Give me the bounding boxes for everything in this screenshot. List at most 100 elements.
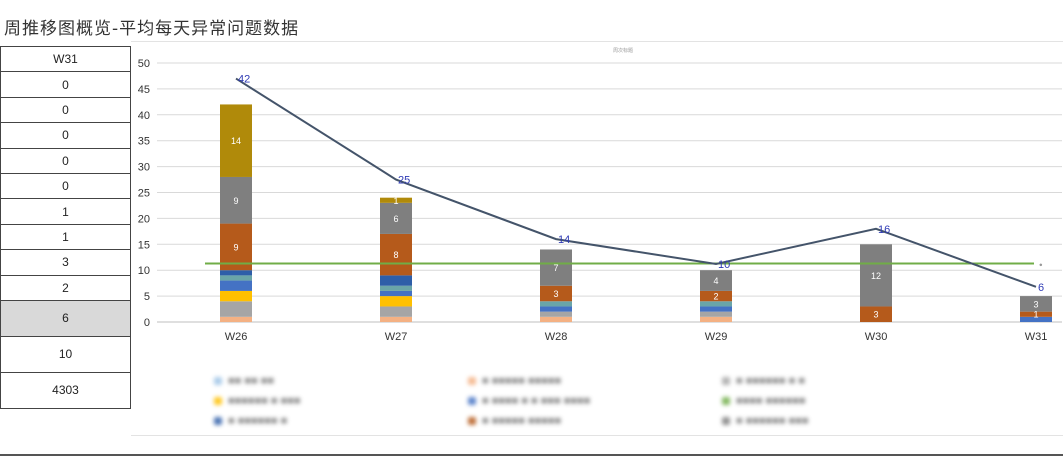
table-row: W31 (0, 45, 131, 73)
legend-item: ■■■■■■ ■ ■■■ (214, 394, 468, 409)
bottom-divider (0, 454, 1063, 456)
segment-label: 3 (553, 289, 558, 299)
y-tick-label: 20 (138, 213, 150, 225)
table-cell: 1 (0, 223, 131, 251)
table-cell: W31 (0, 45, 131, 73)
bar-segment (700, 301, 732, 307)
x-tick-label: W29 (705, 331, 728, 343)
legend-item: ■■■■ ■■■■■■ (722, 394, 974, 409)
segment-label: 3 (1033, 299, 1038, 309)
bar-segment (540, 306, 572, 312)
bar-segment (860, 306, 892, 322)
legend-swatch (214, 377, 222, 386)
table-row: 1 (0, 223, 131, 251)
bar-segment (540, 301, 572, 307)
bar-segment (540, 285, 572, 302)
bar-segment (220, 104, 252, 177)
bar-segment (220, 301, 252, 317)
y-tick-label: 45 (138, 84, 150, 96)
chart-title: 周次标题 (613, 48, 634, 54)
legend-swatch (214, 416, 222, 425)
legend-item: ■■ ■■ ■■ (214, 374, 468, 389)
bar-segment (700, 316, 732, 322)
segment-label: 1 (1033, 310, 1038, 320)
legend-item: ■ ■■■■■ ■■■■■ (468, 374, 722, 389)
legend-label: ■ ■■■■■■ ■ (228, 414, 288, 427)
legend-item: ■ ■■■■■■ ■■■ (722, 413, 974, 428)
segment-label: 9 (233, 242, 238, 252)
y-tick-label: 30 (138, 162, 150, 174)
legend-swatch (722, 396, 730, 405)
table-cell: 2 (0, 274, 131, 301)
legend-swatch (722, 416, 730, 425)
total-value-label: 6 (1038, 282, 1044, 294)
legend-item: ■ ■■■■■ ■■■■■ (468, 413, 722, 428)
bar-segment (380, 290, 412, 297)
y-tick-label: 35 (138, 136, 150, 148)
segment-label: 14 (231, 136, 241, 146)
average-line-marker: ● (1039, 262, 1043, 268)
legend-item: ■ ■■■■ ■ ■ ■■■ ■■■■ (468, 394, 722, 409)
legend-label: ■ ■■■■ ■ ■ ■■■ ■■■■ (482, 394, 591, 407)
y-tick-label: 5 (144, 291, 150, 303)
bar-segment (380, 275, 412, 286)
y-tick-label: 25 (138, 188, 150, 200)
table-cell: 0 (0, 147, 131, 174)
legend-label: ■ ■■■■■ ■■■■■ (482, 414, 562, 427)
table-row: 4303 (0, 371, 131, 409)
bar-segment (220, 316, 252, 322)
bar-segment (220, 280, 252, 291)
bar-segment (220, 275, 252, 281)
bar-segment (380, 296, 412, 307)
y-tick-label: 0 (144, 317, 150, 329)
table-row: 1 (0, 198, 131, 225)
legend-item: ■ ■■■■■■ ■ (214, 413, 468, 428)
legend-swatch (214, 396, 222, 405)
bar-segment (220, 223, 252, 271)
segment-label: 4 (713, 276, 718, 286)
legend-swatch (468, 396, 476, 405)
x-tick-label: W31 (1025, 331, 1048, 343)
legend-label: ■ ■■■■■■ ■■■ (736, 414, 809, 427)
table-row: 0 (0, 147, 131, 174)
table-row: 10 (0, 335, 131, 373)
legend-label: ■ ■■■■■ ■■■■■ (482, 375, 562, 388)
table-row: 0 (0, 71, 131, 98)
bar-segment (700, 290, 732, 302)
table-cell: 0 (0, 122, 131, 149)
bar-segment (380, 285, 412, 291)
total-value-label: 10 (718, 259, 730, 271)
segment-label: 12 (871, 271, 881, 281)
legend-label: ■ ■■■■■■ ■ ■ (736, 375, 805, 388)
segment-label: 7 (553, 263, 558, 273)
bar-segment (540, 249, 572, 286)
table-cell: 1 (0, 198, 131, 225)
segment-label: 3 (873, 310, 878, 320)
bar-segment (540, 311, 572, 317)
chart-frame (131, 41, 1063, 436)
chart-legend: ■■ ■■ ■■ ■ ■■■■■ ■■■■■ ■ ■■■■■■ ■ ■ ■■■■■■ … (214, 374, 974, 428)
table-cell: 4303 (0, 371, 131, 409)
table-row: 6 (0, 299, 131, 337)
legend-label: ■■■■■■ ■ ■■■ (228, 394, 301, 407)
page-title: 周推移图概览-平均每天异常问题数据 (4, 19, 300, 39)
table-row: 3 (0, 249, 131, 276)
table-row: 0 (0, 172, 131, 200)
y-tick-label: 10 (138, 265, 150, 277)
bar-segment (220, 270, 252, 276)
segment-label: 2 (713, 292, 718, 302)
total-value-label: 16 (878, 224, 890, 236)
y-tick-label: 40 (138, 110, 150, 122)
legend-label: ■■■■ ■■■■■■ (736, 394, 806, 407)
bar-segment (220, 290, 252, 302)
bar-segment (700, 311, 732, 317)
segment-label: 9 (233, 196, 238, 206)
table-row: 0 (0, 122, 131, 149)
x-tick-label: W26 (225, 331, 248, 343)
bar-segment (380, 316, 412, 322)
total-value-label: 25 (398, 175, 410, 187)
x-tick-label: W28 (545, 331, 568, 343)
table-cell: 0 (0, 71, 131, 98)
table-row: 2 (0, 274, 131, 301)
